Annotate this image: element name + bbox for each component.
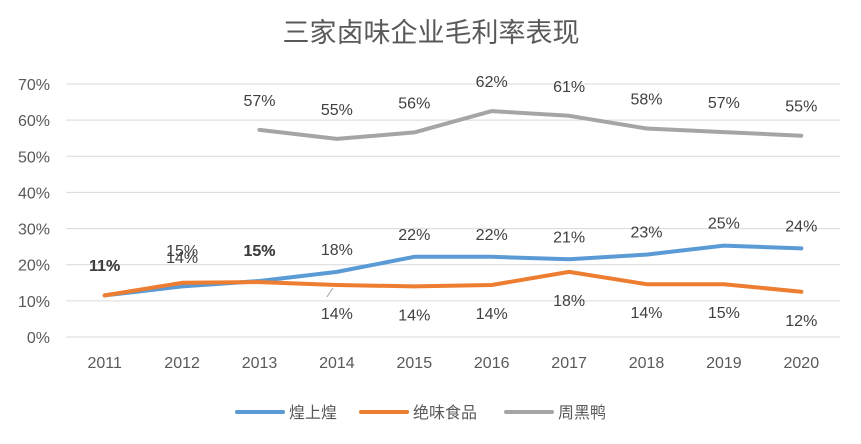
y-axis-ticks: 0% 10% 20% 30% 40% 50% 60% 70% <box>18 77 50 347</box>
leader-line <box>326 287 334 298</box>
legend: 煌上煌 绝味食品 周黑鸭 <box>235 404 606 422</box>
data-label: 23% <box>630 225 662 242</box>
data-label: 15% <box>243 243 275 260</box>
x-tick-label: 2011 <box>87 355 122 372</box>
y-tick-label: 30% <box>18 222 50 239</box>
x-tick-label: 2018 <box>629 355 665 372</box>
data-label: 21% <box>553 229 585 246</box>
x-tick-label: 2014 <box>319 355 355 372</box>
data-label: 57% <box>708 95 740 112</box>
x-tick-label: 2013 <box>242 355 278 372</box>
data-label: 57% <box>243 93 275 110</box>
data-label: 56% <box>398 95 430 112</box>
series-line-1 <box>102 243 804 298</box>
y-tick-label: 20% <box>18 258 50 275</box>
series-lines <box>102 109 804 298</box>
gridlines <box>66 83 840 338</box>
data-label: 12% <box>785 313 817 330</box>
data-label: 22% <box>476 227 508 244</box>
data-label: 61% <box>553 79 585 96</box>
y-tick-label: 10% <box>18 294 50 311</box>
y-tick-label: 40% <box>18 185 50 202</box>
x-tick-label: 2012 <box>164 355 200 372</box>
data-label: 15% <box>166 243 198 260</box>
x-tick-label: 2017 <box>551 355 587 372</box>
x-tick-label: 2019 <box>706 355 742 372</box>
legend-label: 煌上煌 <box>289 404 337 422</box>
series-line-2 <box>102 269 804 298</box>
data-label: 18% <box>321 242 353 259</box>
data-label: 55% <box>785 99 817 116</box>
data-label: 58% <box>630 91 662 108</box>
data-label: 14% <box>321 306 353 323</box>
data-label: 11% <box>89 258 120 275</box>
data-label: 18% <box>553 293 585 310</box>
x-axis-ticks: 2011 2012 2013 2014 2015 2016 2017 2018 2019 2020 <box>87 355 819 372</box>
data-label: 25% <box>708 216 740 233</box>
y-tick-label: 50% <box>18 149 50 166</box>
y-tick-label: 0% <box>27 330 50 347</box>
data-label: 15% <box>243 243 275 260</box>
x-tick-label: 2015 <box>397 355 433 372</box>
x-tick-label: 2016 <box>474 355 510 372</box>
data-label: 14% <box>476 306 508 323</box>
data-label: 62% <box>476 74 508 91</box>
chart-title: 三家卤味企业毛利率表现 <box>283 18 580 48</box>
x-tick-label: 2020 <box>784 355 820 372</box>
y-tick-label: 70% <box>18 77 50 94</box>
data-label: 55% <box>321 102 353 119</box>
data-label: 22% <box>398 227 430 244</box>
data-label: 14% <box>398 307 430 324</box>
series-line-3 <box>257 109 804 141</box>
data-label: 15% <box>708 305 740 322</box>
data-labels: 11% 14% 15% 18%22% 22% 21% 23%25% 24%11%15% 15%1… <box>89 74 817 330</box>
data-label: 11% <box>89 258 120 275</box>
data-label: 24% <box>785 218 817 235</box>
y-tick-label: 60% <box>18 113 50 130</box>
data-label: 14% <box>166 250 198 267</box>
data-label: 14% <box>630 305 662 322</box>
legend-label: 周黑鸭 <box>558 404 606 422</box>
legend-label: 绝味食品 <box>413 404 477 422</box>
